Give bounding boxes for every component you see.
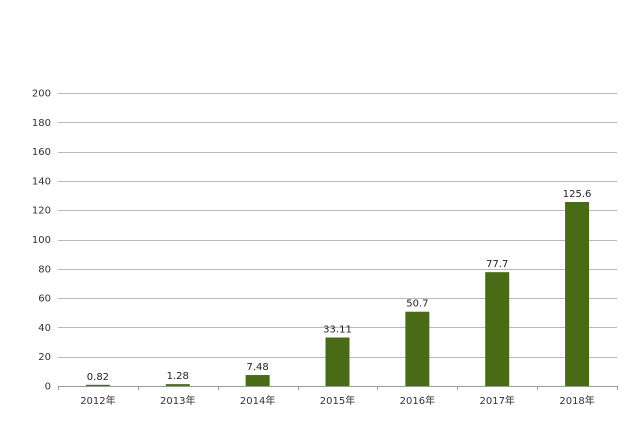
bar	[245, 375, 270, 386]
x-tick-label: 2015年	[320, 394, 355, 407]
x-tick-label: 2018年	[559, 394, 594, 407]
x-axis: 2012年 2013年 2014年 2015年 2016年 2017年 2018年	[58, 386, 618, 407]
data-label: 1.28	[167, 371, 189, 382]
bar	[85, 384, 110, 386]
bar	[325, 337, 350, 386]
data-label: 7.48	[247, 362, 269, 373]
bar	[405, 311, 430, 386]
bar	[565, 201, 590, 386]
bars	[85, 201, 590, 386]
x-tick-label: 2014年	[240, 394, 275, 407]
x-tick-label: 2017年	[479, 394, 514, 407]
y-tick-label: 120	[32, 206, 51, 217]
data-label: 77.7	[486, 259, 508, 270]
data-label: 125.6	[563, 189, 592, 200]
y-tick-label: 180	[32, 118, 51, 129]
y-tick-label: 80	[38, 264, 51, 275]
x-tick-label: 2016年	[400, 394, 435, 407]
y-tick-label: 140	[32, 176, 51, 187]
x-tick-label: 2013年	[160, 394, 195, 407]
y-tick-label: 20	[38, 352, 51, 363]
data-labels: 0.82 1.28 7.48 33.11 50.7 77.7 125.6	[87, 189, 592, 383]
bar	[165, 384, 190, 386]
data-label: 33.11	[323, 324, 352, 335]
data-label: 50.7	[406, 299, 428, 310]
x-tick-label: 2012年	[80, 394, 115, 407]
y-tick-label: 160	[32, 147, 51, 158]
bar	[485, 272, 510, 386]
gridlines	[58, 93, 617, 358]
y-tick-label: 0	[45, 382, 51, 393]
y-tick-label: 200	[32, 89, 51, 100]
y-tick-label: 100	[32, 235, 51, 246]
y-axis-ticks: 0 20 40 60 80 100 120 140 160 180 200	[32, 89, 51, 393]
data-label: 0.82	[87, 372, 109, 383]
y-tick-label: 60	[38, 294, 51, 305]
y-tick-label: 40	[38, 323, 51, 334]
